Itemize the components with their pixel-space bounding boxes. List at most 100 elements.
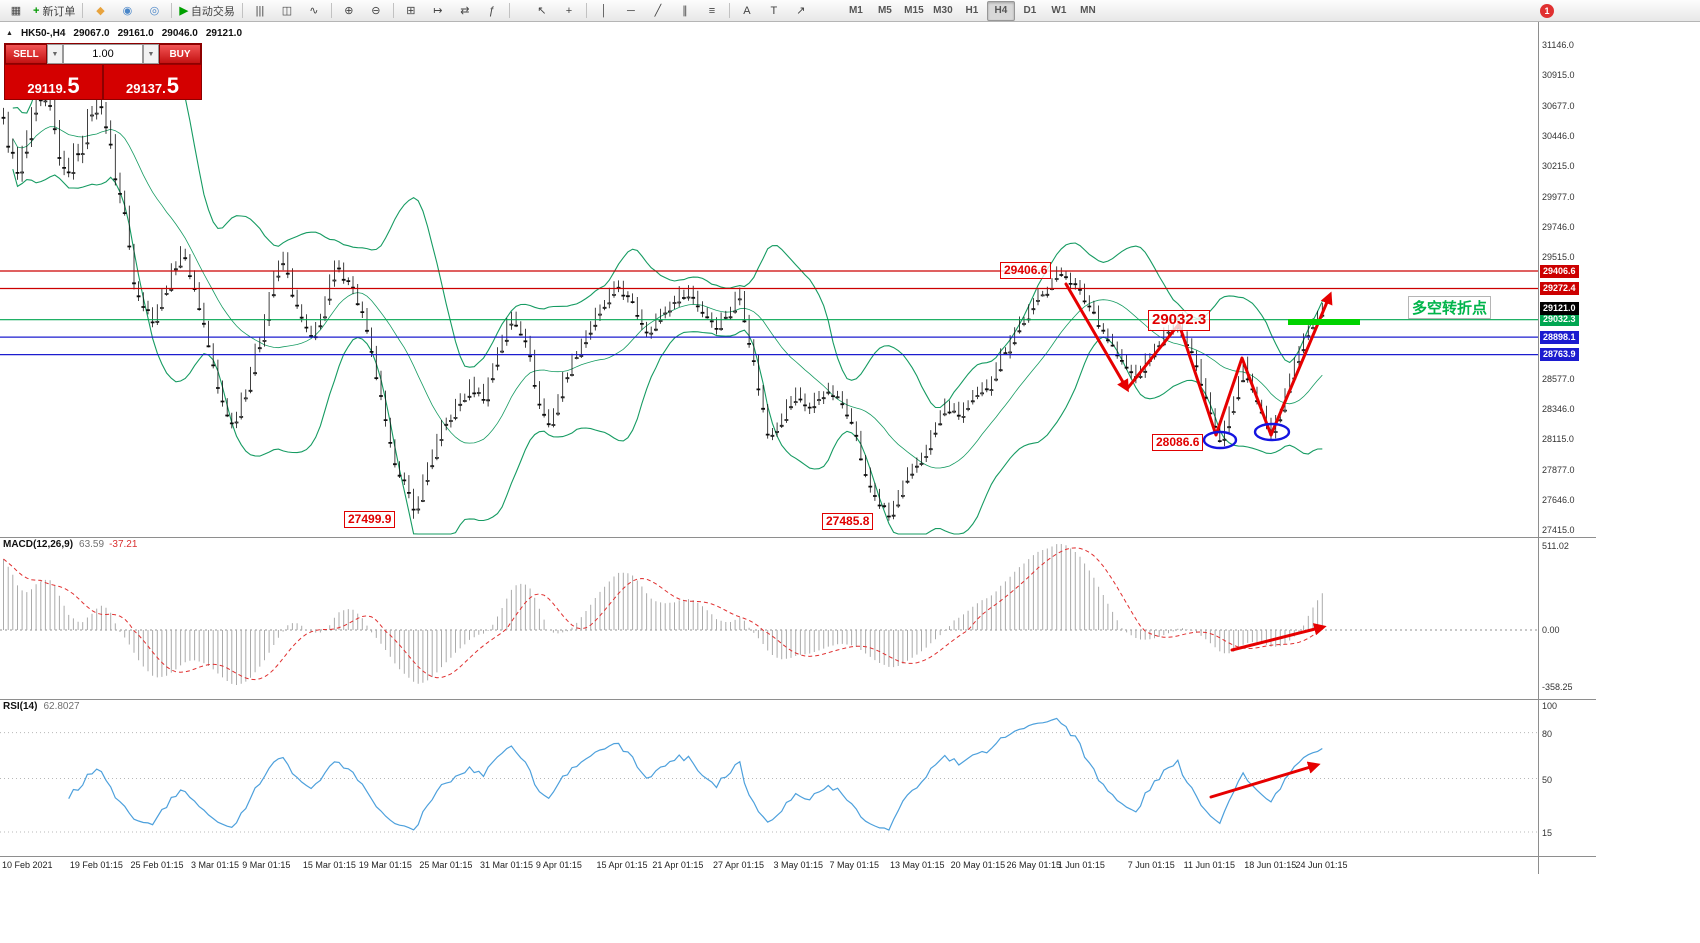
price-axis-label: 29746.0: [1542, 221, 1575, 232]
timeframe-h4[interactable]: H4: [986, 0, 1015, 21]
annotation-price-label[interactable]: 29406.6: [1000, 262, 1052, 279]
timeframe-h1[interactable]: H1: [965, 5, 979, 16]
volume-input[interactable]: [63, 44, 143, 64]
price-axis-label: 29515.0: [1542, 251, 1575, 262]
label-icon[interactable]: T: [770, 4, 778, 17]
time-axis-label: 19 Feb 01:15: [69, 860, 123, 870]
macd-signal-value: -37.21: [109, 539, 138, 550]
chart-shift-icon[interactable]: ⇄: [460, 5, 470, 17]
volume-down-icon[interactable]: ▼: [47, 44, 63, 64]
price-axis-label: 27877.0: [1542, 464, 1575, 475]
bollinger-lower-band[interactable]: [12, 168, 1323, 535]
metaquotes-icon[interactable]: ◆: [96, 5, 105, 17]
horizontal-line-icon[interactable]: ─: [627, 4, 635, 17]
price-axis-label: 30215.0: [1542, 161, 1575, 171]
candlestick-chart-icon[interactable]: ◫: [281, 5, 293, 17]
macd-trend-arrow[interactable]: [1230, 623, 1327, 652]
price-level-tag: 29032.3: [1540, 313, 1579, 327]
trend-zigzag[interactable]: [1125, 322, 1273, 437]
fibonacci-icon[interactable]: ≡: [708, 4, 716, 17]
indicators-icon[interactable]: ƒ: [488, 4, 495, 17]
bar-chart-icon[interactable]: |||: [255, 4, 265, 17]
zoom-in-icon[interactable]: ⊕: [344, 5, 354, 17]
bid-price[interactable]: 29119. 5: [5, 65, 104, 99]
price-axis-label: 29977.0: [1542, 191, 1575, 202]
rsi-trend-arrow[interactable]: [1209, 761, 1321, 799]
highlight-ellipse[interactable]: [1253, 422, 1291, 442]
time-axis-label: 24 Jun 01:15: [1295, 860, 1348, 870]
timeframe-mn[interactable]: MN: [1080, 5, 1096, 16]
ask-price[interactable]: 29137. 5: [104, 65, 201, 99]
timeframe-m1[interactable]: M1: [848, 5, 863, 16]
price-level-tag: 29406.6: [1540, 264, 1579, 278]
autotrading-button-icon: ▶: [179, 5, 188, 17]
timeframe-w1[interactable]: W1: [1051, 5, 1067, 16]
annotation-price-label[interactable]: 27499.9: [344, 511, 396, 528]
price-axis-label: 30677.0: [1542, 100, 1575, 111]
timeframe-m5[interactable]: M5: [877, 5, 892, 16]
trend-arrow-up[interactable]: [1269, 291, 1333, 437]
sell-button[interactable]: SELL: [5, 44, 47, 64]
trendline-icon[interactable]: ╱: [654, 5, 662, 17]
time-axis-label: 1 Jun 01:15: [1057, 860, 1105, 870]
annotation-price-label[interactable]: 29032.3: [1148, 310, 1211, 331]
bollinger-upper-band[interactable]: [12, 44, 1323, 409]
rsi-label: RSI(14): [3, 701, 38, 712]
arrow-tools-icon[interactable]: ↗: [796, 5, 806, 17]
auto-scroll-icon[interactable]: ↦: [433, 5, 443, 17]
rsi-scale-label: 100: [1542, 701, 1558, 711]
community-icon[interactable]: ◉: [122, 5, 133, 17]
crosshair-icon[interactable]: +: [565, 4, 573, 17]
price-level-tag: 28898.1: [1540, 330, 1579, 344]
time-axis-label: 25 Mar 01:15: [419, 860, 473, 870]
volume-dropdown-icon[interactable]: ▼: [143, 44, 159, 64]
text-icon[interactable]: A: [743, 4, 751, 17]
toolbar-separator: [330, 3, 332, 18]
annotation-price-label[interactable]: 28086.6: [1152, 434, 1204, 451]
line-chart-icon[interactable]: ∿: [309, 5, 319, 17]
ohlc-close: 29121.0: [205, 28, 243, 39]
ask-main: 29137.: [125, 81, 166, 96]
macd-scale-label: 0.00: [1542, 625, 1560, 635]
buy-button[interactable]: BUY: [159, 44, 201, 64]
timeframe-m30[interactable]: M30: [933, 5, 953, 16]
time-axis-label: 26 May 01:15: [1006, 860, 1062, 870]
price-level-tag: 29272.4: [1540, 281, 1579, 295]
bid-pip: 5: [67, 73, 80, 99]
ohlc-open: 29067.0: [73, 28, 110, 39]
time-axis-label: 11 Jun 01:15: [1183, 860, 1235, 870]
new-order-button[interactable]: + 新订单: [30, 1, 78, 21]
vertical-line-icon[interactable]: │: [600, 4, 608, 17]
tile-windows-icon[interactable]: ⊞: [406, 5, 416, 17]
autotrading-button[interactable]: ▶ 自动交易: [176, 1, 237, 21]
toolbar-separator: [508, 3, 510, 18]
ohlc-low: 29046.0: [161, 28, 198, 39]
new-chart-button[interactable]: ▦: [10, 5, 22, 17]
macd-label: MACD(12,26,9): [3, 539, 74, 550]
one-click-trading-panel: SELL ▼ ▼ BUY 29119.5 29137.5: [4, 43, 202, 100]
timeframe-m15[interactable]: M15: [904, 5, 924, 16]
market-info-icon[interactable]: ◎: [149, 5, 160, 17]
zoom-out-icon[interactable]: ⊖: [371, 5, 381, 17]
time-axis-label: 27 Apr 01:15: [712, 860, 764, 870]
channel-icon[interactable]: ∥: [682, 5, 688, 17]
notification-badge[interactable]: 1: [1540, 4, 1554, 18]
turning-point-note[interactable]: 多空转折点: [1408, 296, 1492, 319]
time-axis-label: 9 Mar 01:15: [242, 860, 291, 870]
highlight-ellipse[interactable]: [1202, 430, 1238, 450]
time-axis-label: 18 Jun 01:15: [1244, 860, 1297, 870]
oneclick-collapse-icon[interactable]: ▲: [6, 30, 13, 37]
cursor-icon[interactable]: ↖: [537, 5, 547, 17]
timeframe-d1[interactable]: D1: [1023, 5, 1037, 16]
bollinger-middle-band[interactable]: [12, 126, 1323, 469]
ohlc-high: 29161.0: [117, 28, 154, 39]
bid-main: 29119.: [27, 81, 67, 96]
price-axis-label: 27646.0: [1542, 494, 1575, 505]
trend-arrow-down[interactable]: [1064, 282, 1129, 393]
time-axis-label: 7 May 01:15: [829, 860, 879, 870]
annotation-price-label[interactable]: 27485.8: [822, 513, 874, 530]
toolbar: ▦ + 新订单 ◆ ◉ ◎ ▶ 自动交易 ||| ◫ ∿ ⊕ ⊖ ⊞ ↦ ⇄ ƒ ↖ + │ ─ ╱ ∥ ≡ A T ↗ M1 M5 M1…: [0, 0, 1700, 22]
toolbar-separator: [241, 3, 243, 18]
time-axis-label: 15 Apr 01:15: [596, 860, 648, 870]
